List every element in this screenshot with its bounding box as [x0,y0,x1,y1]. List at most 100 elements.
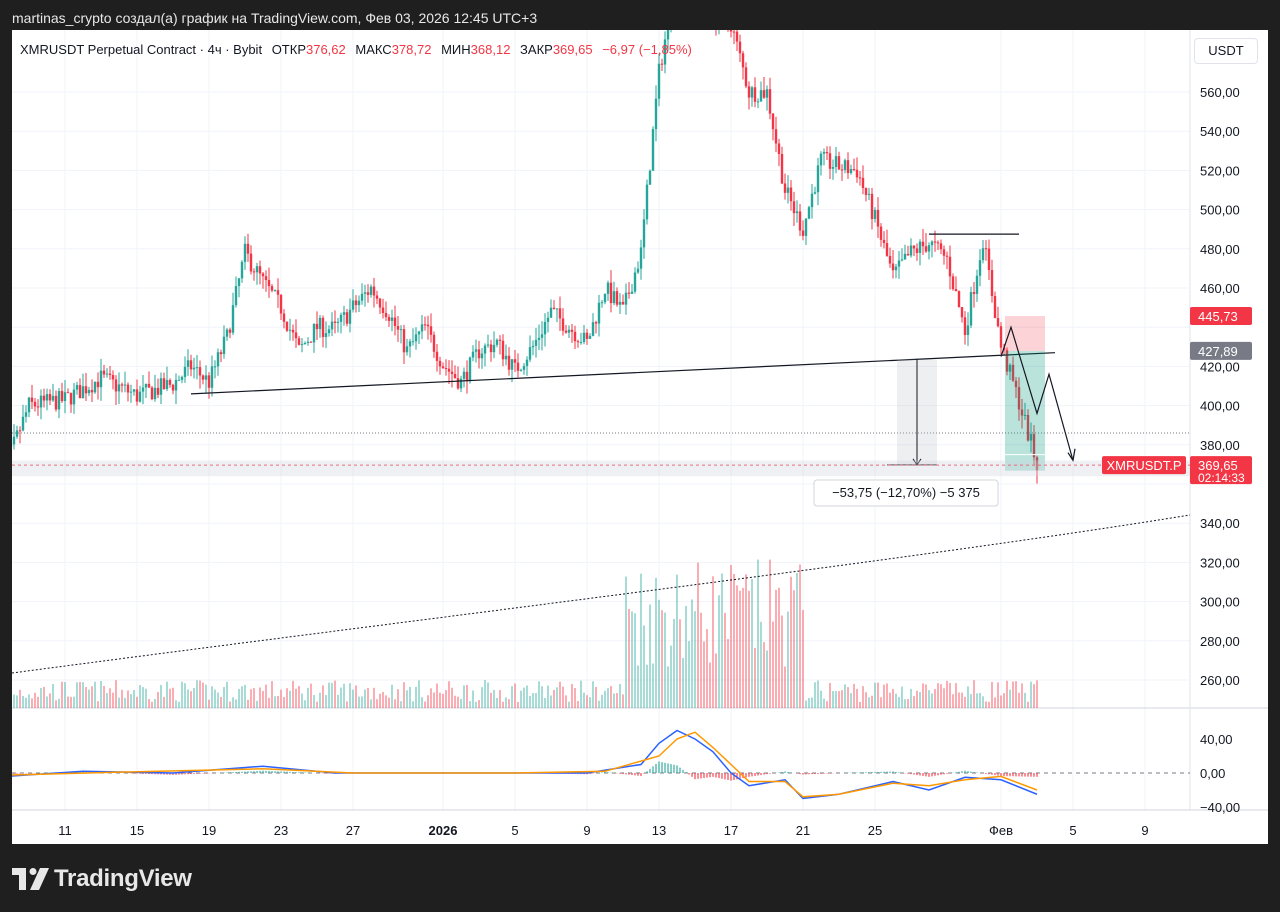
candle-body [492,344,496,353]
macd-hist-bar [754,773,756,776]
macd-hist-bar [871,772,873,773]
volume-bar [814,682,816,708]
candle-body [387,317,391,321]
candle-body [294,332,298,339]
candle-body [987,248,991,271]
macd-hist-bar [607,772,609,773]
candle-body [102,370,106,375]
volume-bar [592,681,594,708]
volume-bar [982,696,984,708]
macd-hist-bar [784,771,786,773]
macd-hist-bar [985,773,987,774]
volume-bar [778,587,780,708]
candle-body [210,366,214,388]
candle-body [537,337,541,340]
volume-bar [1006,680,1008,708]
macd-hist-bar [232,772,234,773]
volume-bar [925,684,927,708]
volume-bar [598,700,600,708]
candle-body [57,390,61,410]
volume-bar [1003,693,1005,708]
volume-bar [865,692,867,708]
volume-bar [745,574,747,708]
candle-body [426,324,430,327]
volume-bar [136,696,138,708]
volume-bar [265,684,267,708]
candle-body [135,389,139,402]
macd-hist-bar [718,773,720,779]
candle-body [660,63,664,65]
candle-body [504,355,508,360]
candle-body [144,383,148,388]
candle-body [171,384,175,391]
candle-body [840,169,844,171]
candle-body [360,293,364,301]
macd-hist-bar [175,773,177,775]
candle-body [966,325,970,335]
macd-hist-bar [766,773,768,775]
currency-button[interactable]: USDT [1194,38,1258,64]
volume-bar [253,688,255,708]
candle-body [180,376,184,380]
volume-bar [379,693,381,708]
candle-body [141,387,145,392]
candle-body [474,349,478,352]
macd-hist-bar [166,773,168,775]
candle-body [324,333,328,338]
candle-body [444,368,448,370]
price-chart[interactable]: −53,75 (−12,70%) −5 375 260,00 280,00 300,0… [12,30,1268,844]
candle-body [477,349,481,359]
volume-bar [466,685,468,708]
candle-body [834,156,838,167]
candle-body [54,395,58,410]
volume-bar [808,697,810,708]
candle-body [609,282,613,304]
candle-body [555,308,559,310]
volume-bar [124,697,126,708]
open-value: 376,62 [305,42,346,57]
candle-body [663,39,667,65]
candle-body [420,324,424,332]
macd-hist-bar [265,770,267,773]
y-tick-label: 420,00 [1200,359,1240,374]
volume-bar [967,686,969,708]
candle-body [738,41,742,54]
candle-body [195,367,199,369]
candle-body [522,366,526,370]
volume-bar [787,611,789,708]
volume-bar [217,692,219,708]
volume-bar [388,697,390,708]
candle-body [645,184,649,220]
candle-body [939,243,943,250]
candle-body [291,329,295,333]
candle-body [573,331,577,342]
macd-hist-bar [226,772,228,773]
candle-body [888,255,892,264]
volume-bar [130,694,132,708]
candle-body [309,341,313,343]
candle-body [396,326,400,330]
candle-body [402,329,406,353]
macd-hist-bar [229,772,231,773]
price-tag-entry [1190,341,1252,360]
y-tick-label: 320,00 [1200,555,1240,570]
candle-body [39,395,43,408]
volume-bar [850,693,852,708]
volume-bar [913,696,915,708]
candle-body [399,329,403,331]
macd-hist-bar [1000,773,1002,777]
symbol-title[interactable]: XMRUSDT Perpetual Contract · 4ч · Bybit [20,42,263,57]
volume-bar [730,564,732,708]
volume-bar [43,686,45,708]
chart-panel[interactable]: −53,75 (−12,70%) −5 375 260,00 280,00 300,0… [12,30,1268,844]
candle-body [972,292,976,294]
candle-body [903,253,907,260]
volume-bar [784,666,786,708]
candle-body [201,375,205,380]
volume-bar [49,693,51,708]
macd-hist-bar [823,773,825,774]
volume-bar [538,681,540,708]
volume-bar [910,688,912,708]
x-tick-label: 27 [346,823,360,838]
candle-body [582,332,586,343]
